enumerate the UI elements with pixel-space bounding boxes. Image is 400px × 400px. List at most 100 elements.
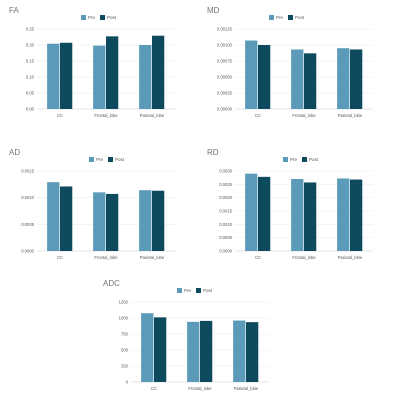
y-tick-label: 250 (121, 364, 129, 369)
y-tick-label: 0.0015 (219, 209, 232, 214)
chart-legend: Pre Post (89, 157, 129, 162)
legend-label-pre: Pre (184, 288, 192, 293)
legend-swatch-post (302, 157, 308, 162)
legend-swatch-post (288, 15, 294, 20)
fa-chart-svg: 0.00 0.05 0.10 0.15 0.20 0.25 CC Frontal_lobe Pa… (26, 27, 175, 118)
legend-swatch-post (196, 288, 202, 293)
bar-post (200, 320, 213, 382)
bar-post (152, 190, 165, 251)
y-tick-label: 0.0005 (219, 235, 232, 240)
adc-chart-panel: 0 250 500 750 1000 1250 CC Frontal_lobe Parietal… (99, 279, 279, 391)
bar-pre (139, 45, 152, 109)
x-tick-label: Frontal_lobe (292, 255, 316, 260)
y-tick-label: 0.00050 (217, 75, 233, 80)
bar-post (304, 53, 317, 109)
bar-post (60, 42, 73, 110)
y-tick-label: 0.0010 (21, 195, 34, 200)
bar-post (106, 36, 119, 109)
chart-title: AD (9, 148, 21, 157)
y-tick-label: 0.05 (26, 91, 35, 96)
bar-pre (291, 49, 304, 109)
x-tick-label: Parietal_lobe (140, 255, 165, 260)
legend-item-post: Post (108, 157, 124, 162)
y-tick-label: 0.20 (26, 43, 35, 48)
legend-label-pre: Pre (276, 15, 284, 20)
x-tick-label: Parietal_lobe (234, 386, 259, 391)
legend-label-post: Post (203, 288, 213, 293)
bar-pre (291, 179, 304, 251)
y-tick-label: 0.00 (26, 107, 35, 112)
y-tick-label: 750 (121, 332, 129, 337)
chart-legend: Pre Post (177, 288, 217, 293)
bar-post (304, 182, 317, 251)
y-tick-label: 0.25 (26, 27, 35, 32)
adc-chart-svg: 0 250 500 750 1000 1250 CC Frontal_lobe Parietal… (119, 300, 269, 391)
bar-post (60, 186, 73, 251)
bar-pre (93, 45, 106, 109)
y-tick-label: 0 (126, 380, 129, 385)
legend-swatch-pre (283, 157, 288, 162)
legend-label-pre: Pre (96, 157, 104, 162)
md-chart-svg: 0.00000 0.00025 0.00050 0.00075 0.00100 0.001… (217, 27, 373, 118)
legend-label-pre: Pre (290, 157, 298, 162)
y-tick-label: 1250 (119, 300, 129, 305)
legend-label-post: Post (309, 157, 319, 162)
legend-swatch-pre (89, 157, 94, 162)
bar-pre (337, 178, 350, 251)
legend-swatch-pre (177, 288, 182, 293)
y-tick-label: 500 (121, 348, 129, 353)
chart-title: RD (207, 148, 219, 157)
bar-pre (93, 192, 106, 251)
legend-item-pre: Pre (81, 15, 95, 20)
y-tick-label: 0.0010 (219, 222, 232, 227)
bar-post (152, 35, 165, 109)
y-tick-label: 0.0030 (219, 169, 232, 174)
y-tick-label: 0.0015 (21, 169, 34, 174)
y-tick-label: 0.00000 (217, 107, 233, 112)
bar-post (350, 179, 363, 251)
bar-post (258, 45, 271, 109)
y-tick-label: 0.00100 (217, 43, 233, 48)
rd-chart-panel: 0.0000 0.0005 0.0010 0.0015 0.0020 0.0025 0.00… (203, 148, 383, 260)
legend-item-pre: Pre (269, 15, 283, 20)
legend-item-pre: Pre (89, 157, 103, 162)
legend-label-post: Post (295, 15, 305, 20)
x-tick-label: CC (57, 113, 63, 118)
bar-post (154, 317, 167, 382)
y-tick-label: 0.15 (26, 59, 35, 64)
legend-swatch-pre (81, 15, 86, 20)
bar-post (246, 322, 259, 382)
bar-pre (139, 190, 152, 251)
y-tick-label: 1000 (119, 316, 129, 321)
legend-label-post: Post (107, 15, 117, 20)
legend-item-post: Post (302, 157, 318, 162)
x-tick-label: Parietal_lobe (338, 113, 363, 118)
x-tick-label: Parietal_lobe (338, 255, 363, 260)
rd-chart-svg: 0.0000 0.0005 0.0010 0.0015 0.0020 0.0025 0.00… (219, 169, 373, 260)
chart-legend: Pre Post (269, 15, 309, 20)
bar-pre (245, 173, 258, 251)
y-tick-label: 0.0020 (219, 195, 232, 200)
chart-title: ADC (103, 279, 120, 288)
ad-chart-svg: 0.0000 0.0005 0.0010 0.0015 CC Frontal_lobe Pa… (21, 169, 175, 260)
legend-swatch-post (100, 15, 106, 20)
y-tick-label: 0.0000 (21, 249, 34, 254)
bar-pre (233, 320, 246, 382)
x-tick-label: Frontal_lobe (94, 255, 118, 260)
chart-legend: Pre Post (81, 15, 121, 20)
y-tick-label: 0.00075 (217, 59, 233, 64)
x-tick-label: Frontal_lobe (188, 386, 212, 391)
bar-pre (141, 313, 154, 382)
legend-swatch-pre (269, 15, 274, 20)
legend-item-pre: Pre (177, 288, 191, 293)
x-tick-label: Parietal_lobe (140, 113, 165, 118)
md-chart-panel: 0.00000 0.00025 0.00050 0.00075 0.00100 0.001… (203, 6, 383, 118)
bar-pre (47, 182, 60, 251)
bar-post (106, 193, 119, 251)
legend-item-post: Post (196, 288, 212, 293)
x-tick-label: CC (255, 113, 261, 118)
y-tick-label: 0.10 (26, 75, 35, 80)
x-tick-label: CC (57, 255, 63, 260)
chart-legend: Pre Post (283, 157, 323, 162)
